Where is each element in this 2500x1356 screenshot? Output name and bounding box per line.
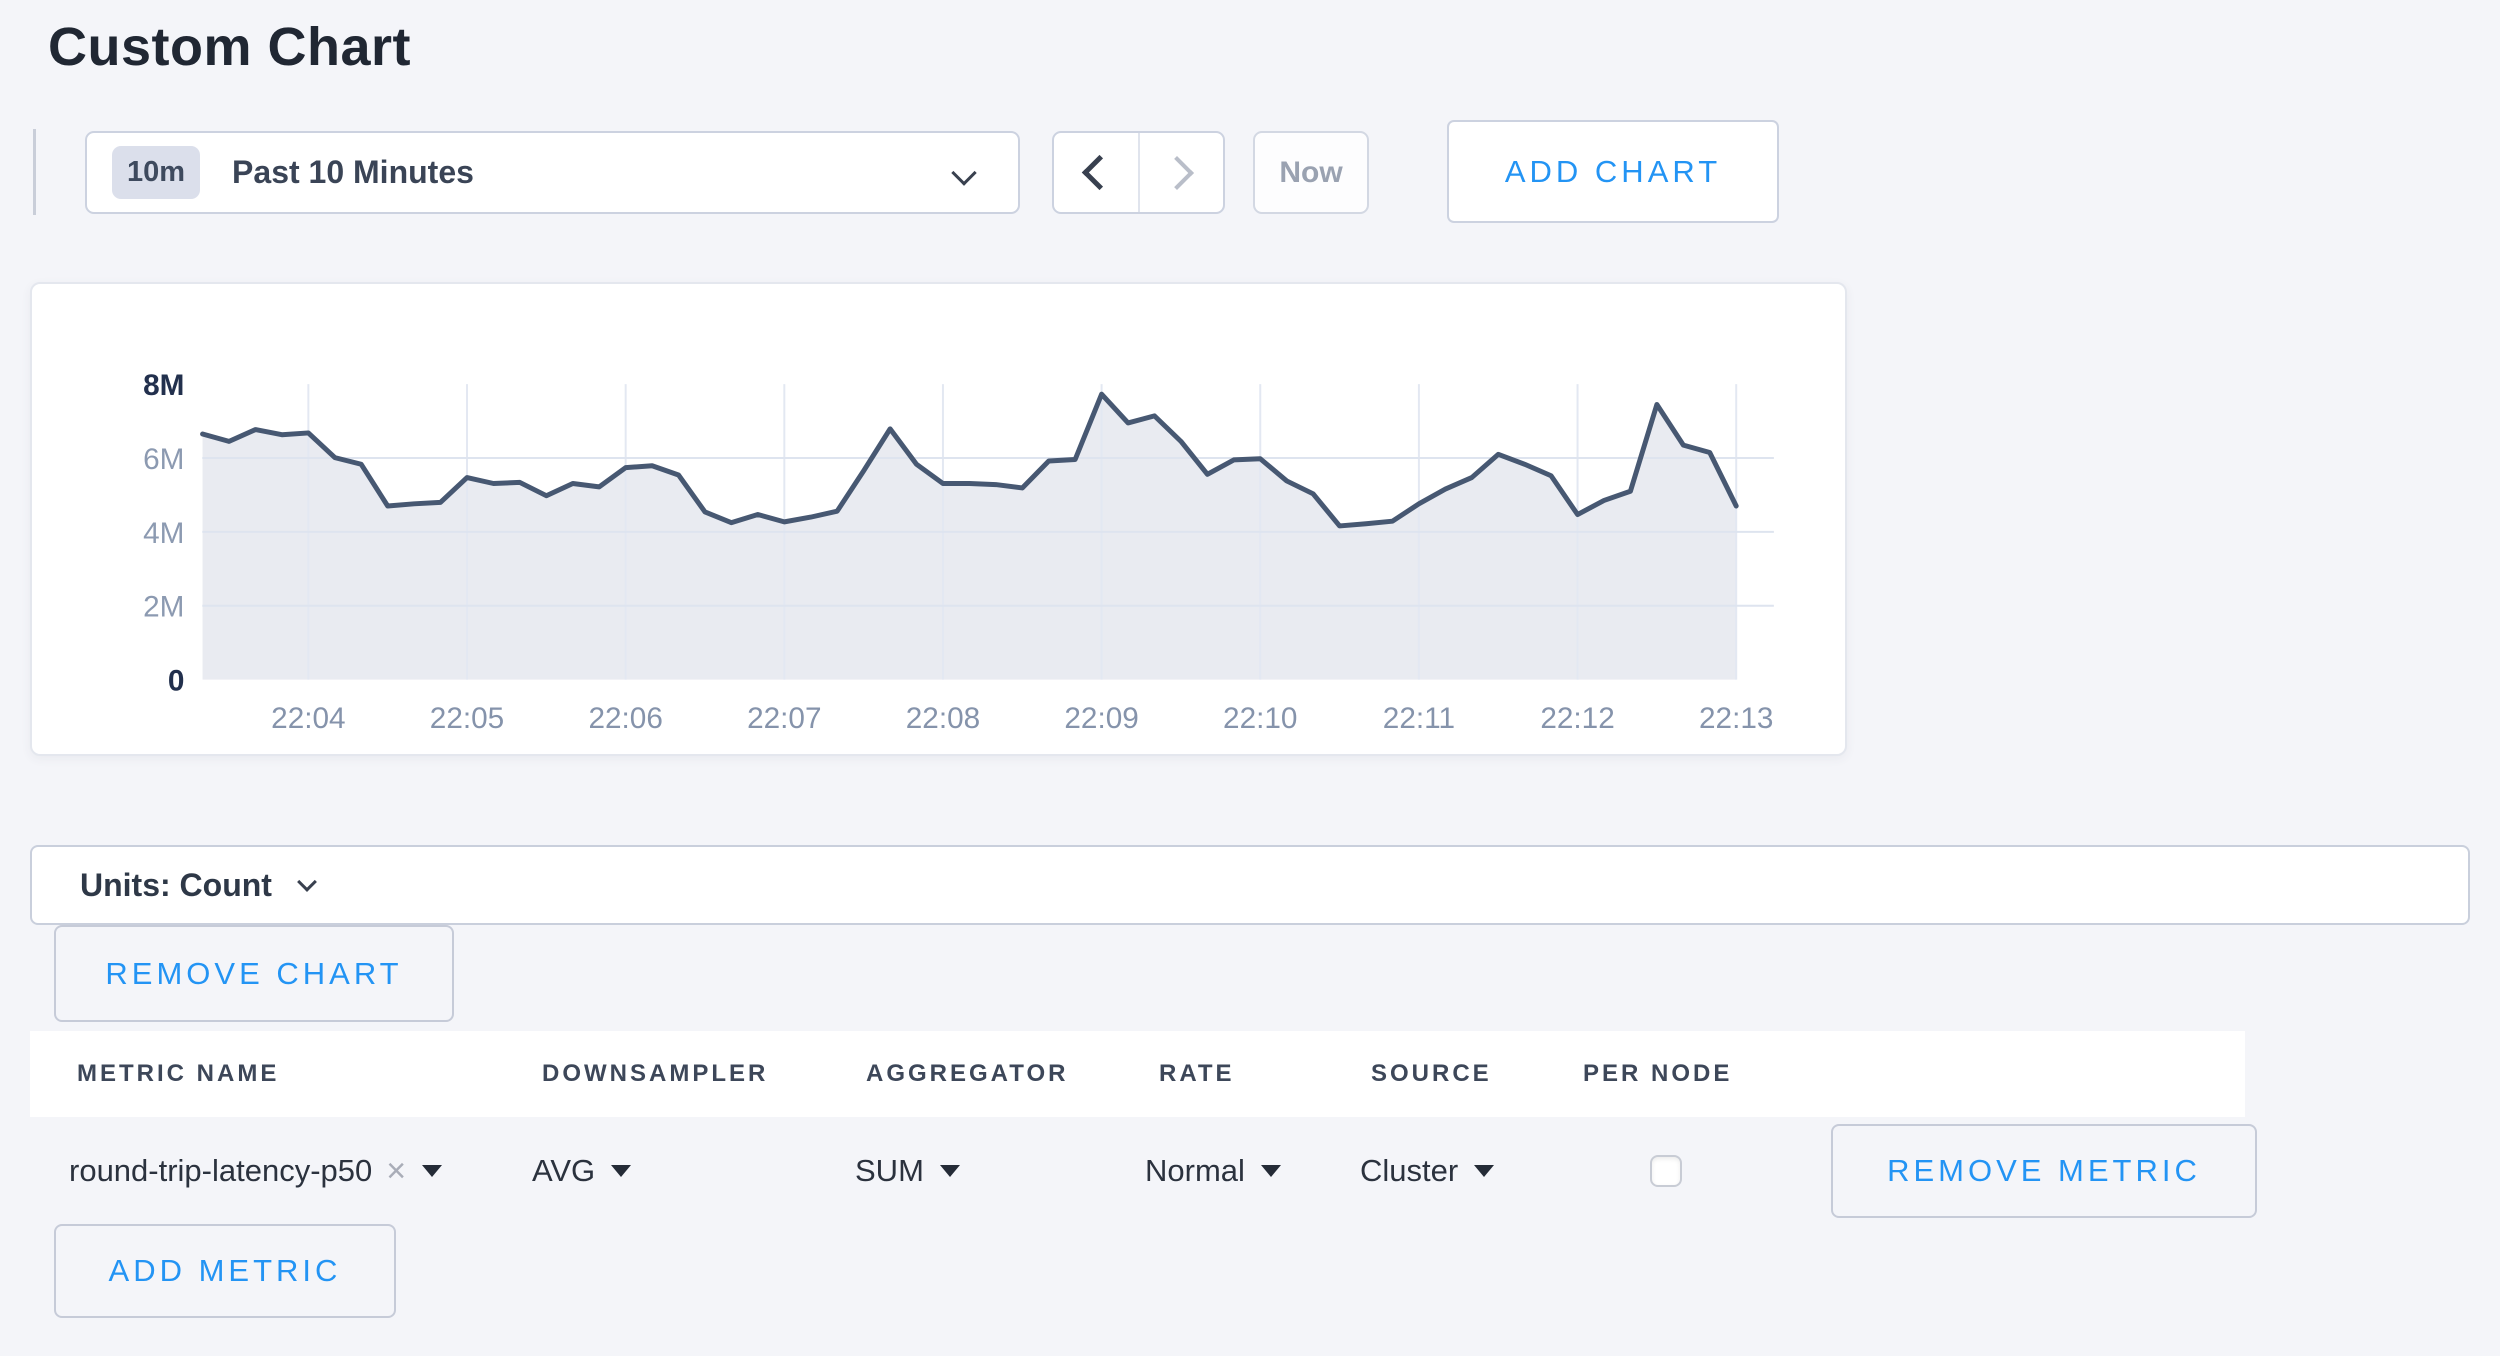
chart-card: 22:04 22:05 22:06 22:07 22:08 22:09 22:10 22:11…	[30, 282, 1847, 756]
x-axis-tick-label: 22:04	[271, 702, 345, 735]
per-node-checkbox[interactable]	[1650, 1154, 1682, 1187]
time-next-button[interactable]	[1140, 133, 1224, 212]
chevron-left-icon	[1082, 154, 1118, 191]
caret-down-icon	[939, 1164, 960, 1177]
x-axis-tick-label: 22:05	[430, 702, 504, 735]
column-header-aggregator: AGGREGATOR	[866, 1060, 1069, 1087]
column-header-metric-name: METRIC NAME	[77, 1060, 280, 1087]
caret-down-icon	[611, 1164, 632, 1177]
chart-area-fill	[202, 394, 1737, 680]
time-nav-group	[1052, 131, 1225, 214]
chart-line	[200, 391, 1739, 529]
caret-down-icon	[1474, 1164, 1495, 1177]
metrics-table-header: METRIC NAME DOWNSAMPLER AGGREGATOR RATE SOUR…	[30, 1031, 2245, 1117]
add-chart-button[interactable]: ADD CHART	[1447, 120, 1779, 223]
downsampler-value: AVG	[532, 1152, 596, 1188]
caret-down-icon	[1260, 1164, 1281, 1177]
column-header-source: SOURCE	[1371, 1060, 1492, 1087]
time-range-badge: 10m	[112, 146, 201, 199]
clear-metric-icon[interactable]: ×	[386, 1151, 407, 1190]
units-dropdown[interactable]: Units: Count	[30, 845, 2470, 925]
add-metric-button[interactable]: ADD METRIC	[54, 1224, 396, 1318]
metric-name-value: round-trip-latency-p50	[69, 1152, 373, 1188]
x-axis-tick-label: 22:12	[1540, 702, 1614, 735]
now-button[interactable]: Now	[1253, 131, 1369, 214]
chevron-down-icon	[297, 872, 317, 892]
metric-name-dropdown[interactable]: round-trip-latency-p50 ×	[69, 1151, 443, 1190]
aggregator-value: SUM	[855, 1152, 924, 1188]
y-axis-tick-label: 6M	[143, 443, 184, 476]
x-axis-tick-label: 22:13	[1699, 702, 1773, 735]
time-prev-button[interactable]	[1054, 133, 1140, 212]
remove-chart-button[interactable]: REMOVE CHART	[54, 925, 454, 1022]
chevron-right-icon	[1160, 155, 1195, 190]
y-axis-tick-label: 4M	[143, 517, 184, 550]
x-axis-tick-label: 22:11	[1383, 702, 1455, 735]
chevron-down-icon	[951, 160, 977, 186]
caret-down-icon	[422, 1164, 443, 1177]
y-axis-tick-label: 2M	[143, 591, 184, 624]
section-divider-rule	[33, 129, 36, 215]
x-axis-tick-label: 22:09	[1064, 702, 1138, 735]
y-axis-tick-label: 8M	[143, 369, 184, 402]
x-axis-tick-label: 22:08	[906, 702, 980, 735]
timeseries-chart[interactable]: 22:04 22:05 22:06 22:07 22:08 22:09 22:10 22:11…	[32, 284, 1845, 754]
source-dropdown[interactable]: Cluster	[1360, 1152, 1495, 1189]
x-axis-tick-label: 22:06	[588, 702, 662, 735]
page-title: Custom Chart	[48, 17, 412, 77]
source-value: Cluster	[1360, 1152, 1459, 1188]
y-axis-tick-label: 0	[168, 665, 185, 698]
x-axis-tick-label: 22:10	[1223, 702, 1297, 735]
downsampler-dropdown[interactable]: AVG	[532, 1152, 632, 1189]
rate-value: Normal	[1145, 1152, 1245, 1188]
remove-metric-button[interactable]: REMOVE METRIC	[1831, 1124, 2257, 1218]
x-axis-tick-label: 22:07	[747, 702, 821, 735]
metric-row: round-trip-latency-p50 × AVG SUM Normal …	[30, 1117, 2245, 1224]
aggregator-dropdown[interactable]: SUM	[855, 1153, 960, 1189]
column-header-downsampler: DOWNSAMPLER	[542, 1060, 769, 1087]
units-label: Units: Count	[80, 866, 272, 903]
time-range-label: Past 10 Minutes	[232, 154, 474, 190]
time-range-dropdown[interactable]: 10m Past 10 Minutes	[85, 131, 1020, 214]
rate-dropdown[interactable]: Normal	[1145, 1153, 1281, 1189]
column-header-per-node: PER NODE	[1583, 1060, 1733, 1087]
column-header-rate: RATE	[1159, 1060, 1235, 1087]
